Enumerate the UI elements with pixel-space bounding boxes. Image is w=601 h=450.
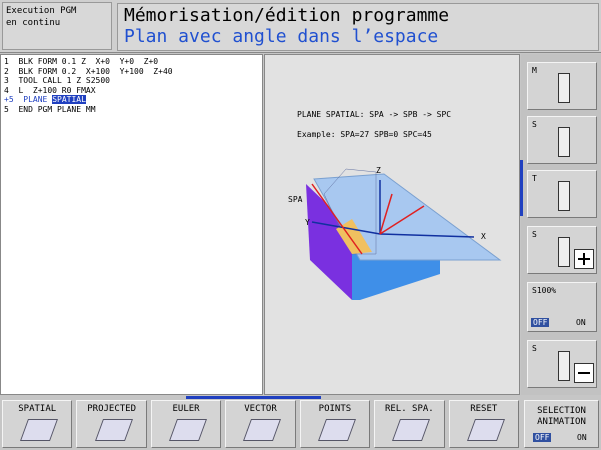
subtitle: Plan avec angle dans l’espace: [124, 26, 439, 47]
side-label: S: [532, 344, 537, 353]
tool-icon: [558, 181, 570, 211]
axis-label: SPA: [288, 195, 303, 204]
sidebar: [521, 54, 601, 395]
red-arrow: [379, 193, 393, 235]
red-arrow: [379, 205, 425, 235]
sign-box: [574, 249, 594, 269]
selection-label: SELECTION: [537, 406, 586, 416]
softkey-label: REL. SPA.: [384, 404, 434, 414]
program-line: 1 BLK FORM 0.1 Z X+0 Y+0 Z+0: [4, 57, 159, 66]
off-label: OFF: [533, 433, 552, 442]
title: Mémorisation/édition programme: [124, 5, 450, 26]
program-line: 4 L Z+100 R0 FMAX: [4, 85, 96, 95]
sign-bar: [583, 253, 585, 265]
diagram: [306, 168, 502, 300]
softkey[interactable]: PROJECTED: [76, 400, 147, 448]
axis-label: Z: [376, 166, 381, 175]
side-button[interactable]: M: [527, 62, 597, 110]
tool-icon: [558, 237, 570, 267]
on-label: ON: [576, 318, 586, 327]
softkey[interactable]: REL. SPA.: [374, 400, 445, 448]
softkey-label: VECTOR: [244, 404, 277, 414]
program-line: 3 TOOL CALL 1 Z S2500: [4, 76, 110, 85]
spa-arrow: [311, 183, 363, 255]
x-axis: [379, 233, 475, 238]
program-line: 5 END PGM PLANE MM: [4, 104, 96, 114]
mode-text: Execution PGM: [6, 6, 77, 16]
help-line: Example: SPA=27 SPB=0 SPC=45: [297, 130, 432, 139]
softkey-icon: [169, 419, 208, 441]
softkey-icon: [94, 419, 133, 441]
off-label: OFF: [531, 318, 550, 327]
axis-label: Y: [305, 218, 310, 227]
softkey[interactable]: SPATIAL: [2, 400, 73, 448]
scroll-indicator: [520, 160, 523, 216]
tool-icon: [558, 351, 570, 381]
sign-bar: [578, 372, 590, 374]
softkey[interactable]: EULER: [150, 400, 222, 448]
program-line: 2 BLK FORM 0.2 X+100 Y+100 Z+40: [4, 66, 173, 76]
override-label: S100%: [532, 286, 557, 295]
selection-key[interactable]: SELECTION ANIMATION OFF ON: [524, 400, 599, 448]
selection-label: ANIMATION: [537, 417, 586, 427]
help-line: PLANE SPATIAL: SPA -> SPB -> SPC: [297, 110, 452, 119]
y-axis: [311, 221, 381, 235]
softkey[interactable]: VECTOR: [225, 400, 296, 448]
mode-box: [2, 2, 112, 50]
softkey-label: PROJECTED: [87, 404, 137, 414]
sign-box: [574, 363, 594, 383]
softkey-label: SPATIAL: [18, 404, 57, 414]
tool-icon: [558, 127, 570, 157]
side-label: T: [532, 174, 537, 183]
softkey-icon: [243, 419, 282, 441]
softkey-label: EULER: [172, 404, 200, 414]
side-button[interactable]: T: [527, 170, 597, 218]
softkey-icon: [466, 419, 505, 441]
mode-text: en continu: [6, 18, 61, 28]
softkey-icon: [20, 419, 59, 441]
softkey[interactable]: POINTS: [299, 400, 371, 448]
softkey-label: RESET: [470, 404, 498, 414]
override-button[interactable]: S100% OFF ON: [527, 282, 597, 332]
side-label: M: [532, 66, 537, 75]
program-line: +5 PLANE: [4, 95, 53, 104]
softkey-icon: [317, 419, 356, 441]
title-box: [117, 3, 599, 51]
axis-label: X: [481, 232, 486, 241]
page-indicator: [186, 396, 321, 399]
softkey-icon: [392, 419, 431, 441]
side-button[interactable]: S: [527, 226, 597, 274]
tool-icon: [558, 73, 570, 103]
side-label: S: [532, 230, 537, 239]
purple-face: [306, 184, 352, 300]
program-highlight: SPATIAL: [52, 95, 86, 104]
on-label: ON: [577, 433, 587, 442]
side-button[interactable]: S: [527, 340, 597, 388]
softkey-label: POINTS: [318, 404, 352, 414]
side-button[interactable]: S: [527, 116, 597, 164]
softkey[interactable]: RESET: [448, 400, 519, 448]
program-panel: [0, 54, 263, 395]
side-label: S: [532, 120, 537, 129]
